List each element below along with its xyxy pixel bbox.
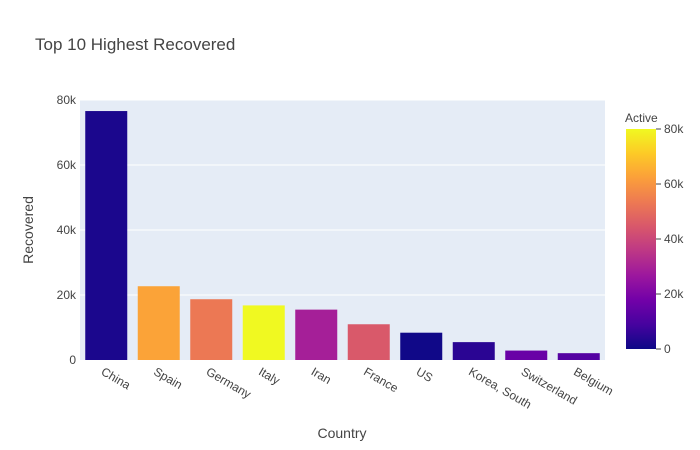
y-tick-label: 0	[69, 353, 76, 367]
x-tick-labels: China Spain Germany Italy Iran France US Korea,…	[99, 364, 616, 411]
bar-china	[85, 111, 128, 360]
colorbar-tick-label: 60k	[664, 177, 684, 191]
bars	[85, 111, 600, 360]
colorbar	[626, 129, 656, 349]
y-axis-title: Recovered	[20, 196, 36, 264]
x-axis-title: Country	[317, 425, 366, 441]
bar-france	[347, 324, 390, 360]
y-tick-label: 60k	[57, 158, 77, 172]
bar-iran	[295, 309, 338, 360]
x-tick-label: France	[361, 364, 401, 395]
x-tick-label: Belgium	[571, 364, 616, 398]
chart-title: Top 10 Highest Recovered	[35, 35, 235, 54]
colorbar-tick-label: 0	[664, 342, 671, 356]
bar-italy	[242, 305, 285, 360]
bar-belgium	[557, 353, 600, 360]
x-tick-label: Italy	[256, 364, 282, 387]
y-tick-label: 40k	[57, 223, 77, 237]
colorbar-tick-labels: 0 20k 40k 60k 80k	[656, 122, 684, 356]
x-tick-label: Iran	[309, 364, 334, 386]
x-tick-label: US	[414, 364, 435, 384]
bar-korea-south	[452, 342, 495, 360]
bar-switzerland	[505, 350, 548, 360]
bar-us	[400, 332, 443, 360]
x-tick-label: Spain	[151, 364, 185, 391]
y-tick-label: 20k	[57, 288, 77, 302]
colorbar-tick-label: 40k	[664, 232, 684, 246]
x-tick-label: Germany	[204, 364, 254, 401]
x-tick-label: China	[99, 364, 133, 392]
colorbar-title: Active	[625, 111, 658, 125]
bar-spain	[137, 286, 180, 360]
colorbar-tick-label: 80k	[664, 122, 684, 136]
bar-germany	[190, 299, 233, 360]
y-tick-labels: 0 20k 40k 60k 80k	[57, 93, 77, 367]
colorbar-tick-label: 20k	[664, 287, 684, 301]
y-tick-label: 80k	[57, 93, 77, 107]
